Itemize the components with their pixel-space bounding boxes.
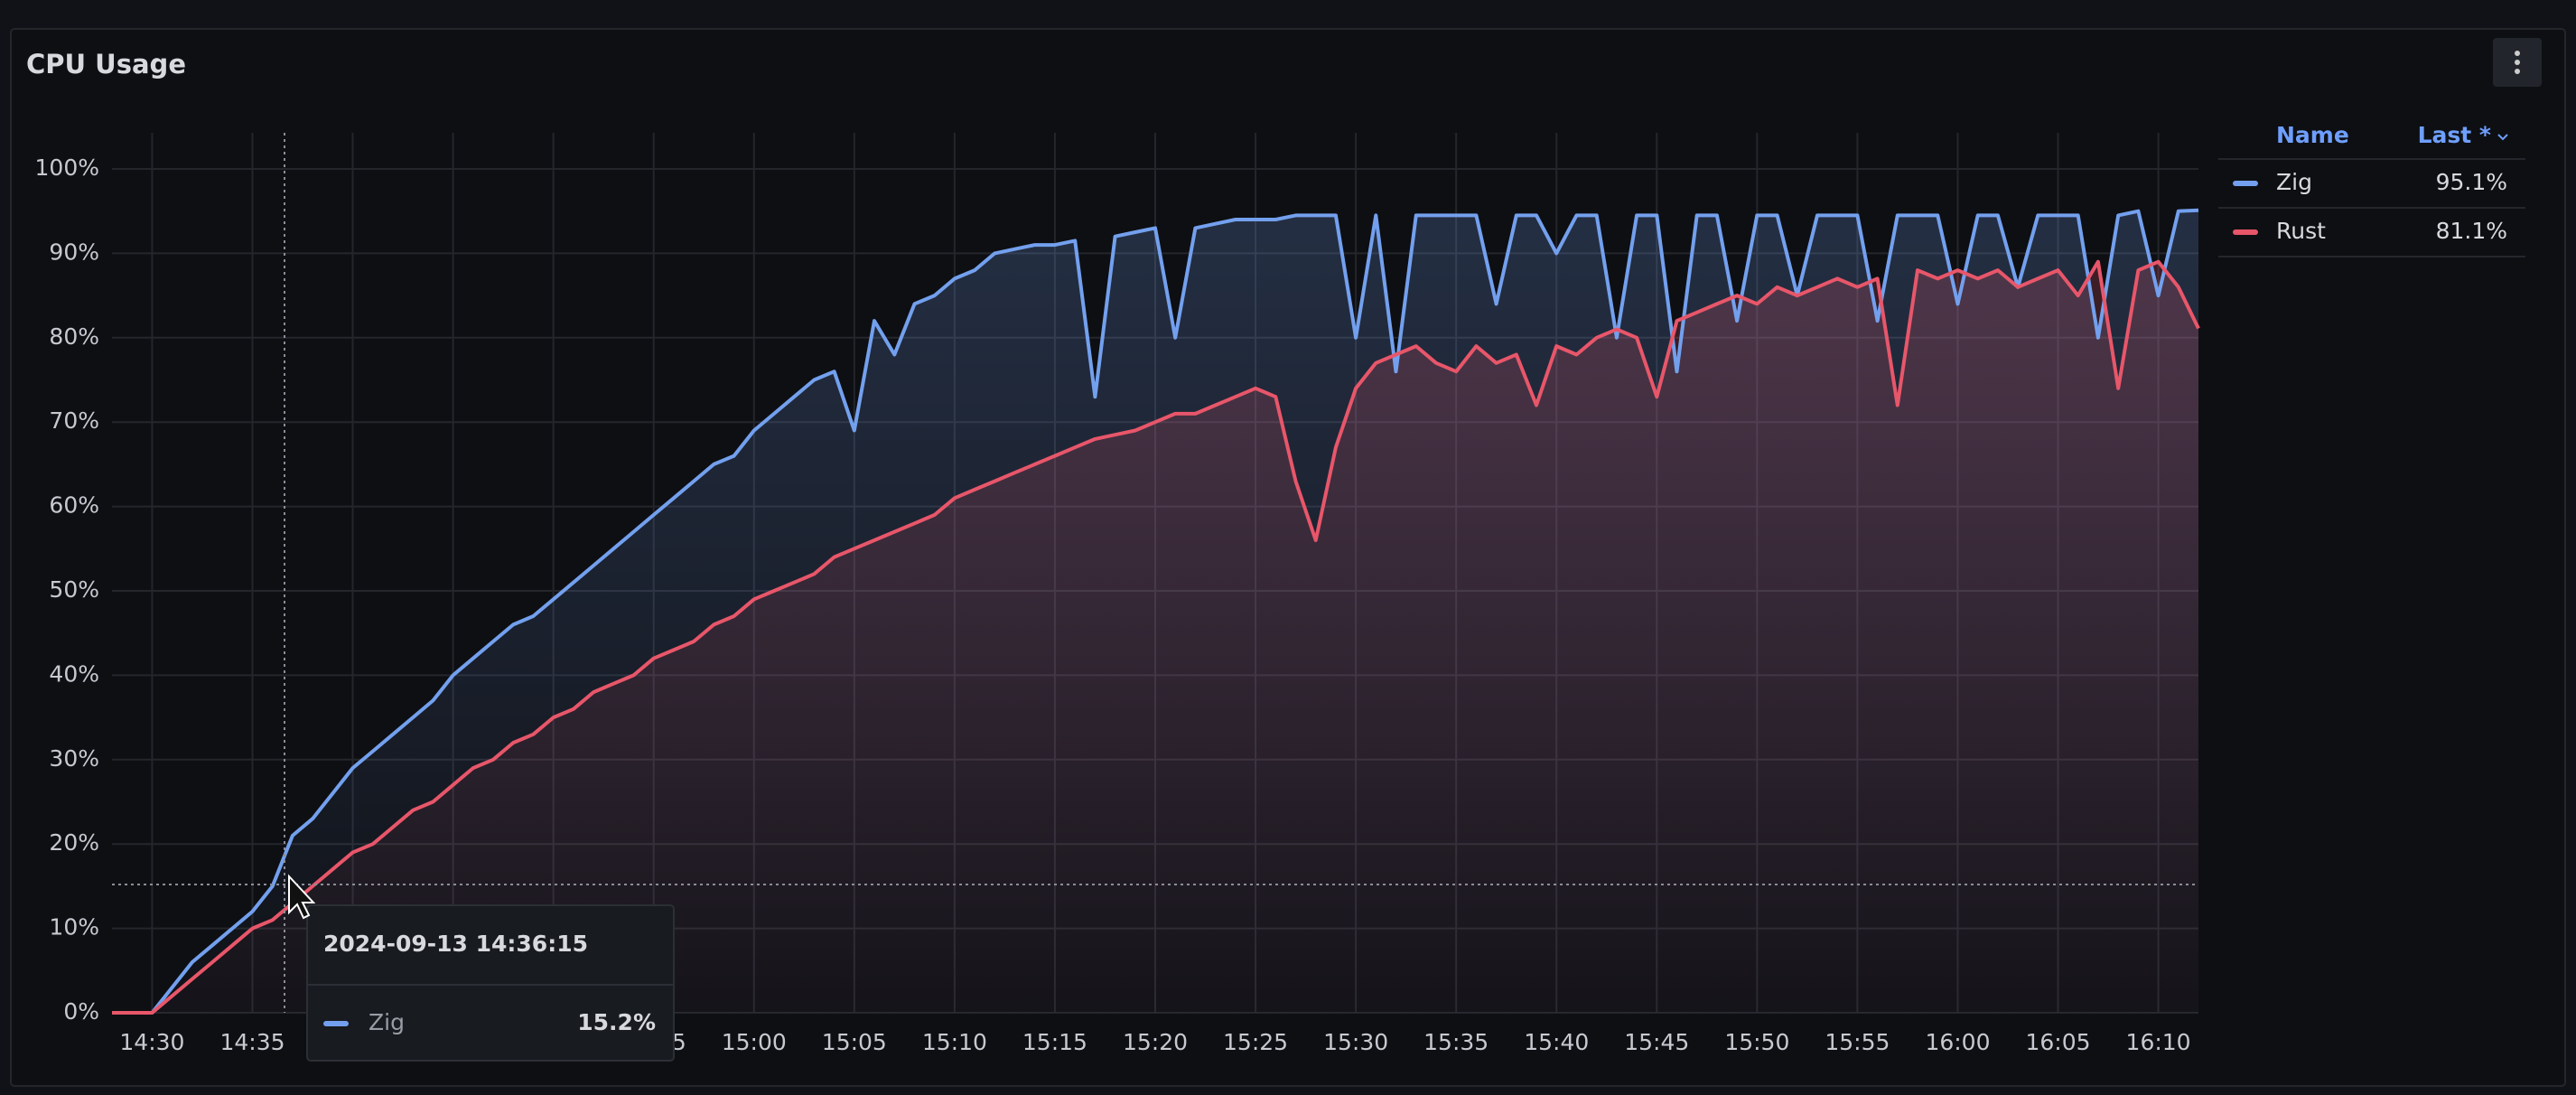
y-tick-label: 90% xyxy=(49,239,99,265)
tooltip-box xyxy=(306,904,675,1062)
x-tick-label: 16:05 xyxy=(2025,1029,2090,1055)
x-tick-label: 15:05 xyxy=(822,1029,887,1055)
x-tick-label: 15:25 xyxy=(1223,1029,1288,1055)
y-tick-label: 40% xyxy=(49,660,99,687)
x-tick-label: 14:30 xyxy=(119,1029,184,1055)
y-tick-label: 30% xyxy=(49,745,99,772)
series-line xyxy=(112,208,2199,1015)
legend-value: 95.1% xyxy=(2436,169,2507,195)
x-tick-label: 14:35 xyxy=(219,1029,285,1055)
y-tick-label: 60% xyxy=(49,492,99,519)
menu-button[interactable] xyxy=(2493,38,2542,87)
y-tick-label: 10% xyxy=(49,914,99,941)
tooltip-time: 2024-09-13 14:36:15 xyxy=(323,931,588,957)
x-tick-label: 15:50 xyxy=(1724,1029,1789,1055)
x-tick-label: 15:55 xyxy=(1825,1029,1890,1055)
x-tick-label: 15:15 xyxy=(1022,1029,1087,1055)
y-tick-label: 100% xyxy=(35,154,99,181)
tooltip-swatch xyxy=(323,1021,349,1026)
x-tick-label: 16:10 xyxy=(2126,1029,2191,1055)
x-tick-label: 15:45 xyxy=(1624,1029,1689,1055)
legend-swatch xyxy=(2233,181,2258,186)
x-tick-label: 15:35 xyxy=(1423,1029,1489,1055)
legend-header: Last * xyxy=(2418,122,2491,148)
legend-value: 81.1% xyxy=(2436,218,2507,244)
mouse-cursor xyxy=(288,874,316,920)
y-tick-label: 50% xyxy=(49,576,99,603)
y-tick-label: 70% xyxy=(49,407,99,434)
legend-swatch xyxy=(2233,229,2258,235)
tooltip-value: 15.2% xyxy=(577,1009,656,1035)
panel-title: CPU Usage xyxy=(26,49,186,80)
y-tick-label: 0% xyxy=(63,998,99,1025)
x-tick-label: 15:10 xyxy=(922,1029,987,1055)
x-tick-label: 15:20 xyxy=(1123,1029,1188,1055)
series-area xyxy=(112,261,2198,1013)
y-tick-label: 20% xyxy=(49,829,99,856)
x-tick-label: 16:00 xyxy=(1925,1029,1990,1055)
legend-header: Name xyxy=(2276,122,2349,148)
legend-name: Zig xyxy=(2276,169,2312,195)
x-tick-label: 15:00 xyxy=(722,1029,787,1055)
sort-icon xyxy=(2497,134,2508,141)
tooltip-series: Zig xyxy=(369,1009,405,1035)
y-tick-label: 80% xyxy=(49,323,99,350)
x-tick-label: 15:40 xyxy=(1524,1029,1589,1055)
x-tick-label: 15:30 xyxy=(1323,1029,1388,1055)
series-line xyxy=(112,259,2200,1015)
legend-name: Rust xyxy=(2276,218,2326,244)
